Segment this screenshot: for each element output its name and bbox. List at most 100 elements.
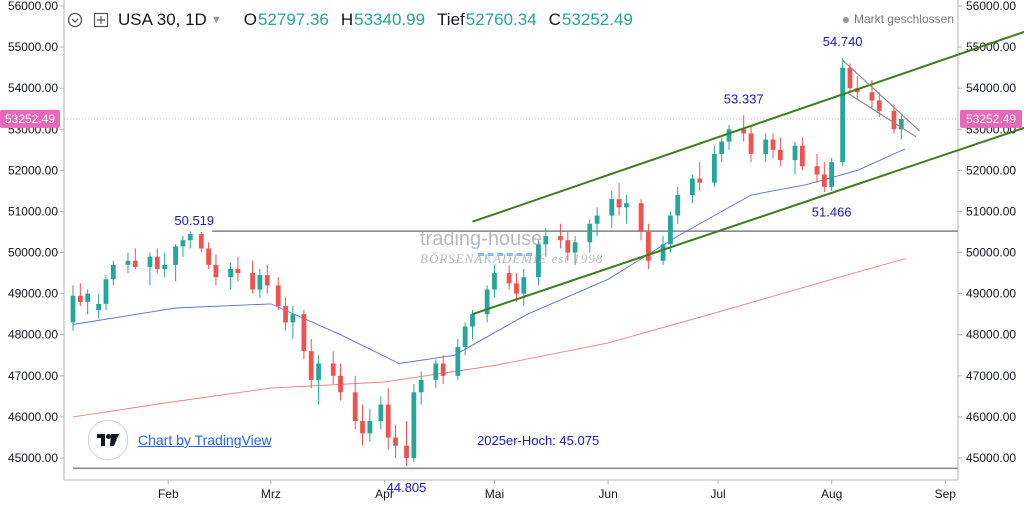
candle: [180, 236, 186, 257]
candle: [829, 158, 835, 191]
watermark-dash: [478, 253, 532, 256]
candle-body-down: [385, 404, 391, 438]
collapse-icon[interactable]: [66, 11, 84, 29]
candle: [338, 363, 343, 401]
candle: [711, 145, 717, 187]
y-tick-label-left: 51000.00: [8, 204, 58, 218]
candle: [536, 240, 541, 286]
candle: [777, 137, 783, 167]
candle-body-down: [330, 363, 336, 376]
tradingview-logo-icon[interactable]: [88, 420, 128, 460]
candle-body-down: [213, 264, 219, 278]
candle: [572, 236, 578, 265]
candle: [609, 190, 615, 228]
candle: [360, 404, 365, 446]
candle-body-down: [360, 421, 365, 434]
market-status: Markt geschlossen: [842, 12, 954, 26]
watermark: trading-house BÖRSENAKADEMIE est 1998: [420, 228, 603, 267]
x-tick-label: Feb: [158, 487, 179, 501]
y-tick-label-left: 56000.00: [8, 0, 58, 13]
x-tick-label: Sep: [935, 487, 957, 501]
channel-upper-line: [472, 30, 1024, 223]
candle-body-down: [565, 240, 571, 253]
add-symbol-icon[interactable]: [92, 11, 110, 29]
price-annotation: 53.337: [724, 91, 764, 106]
tradingview-attribution[interactable]: Chart by TradingView: [88, 420, 272, 460]
candle-body-down: [876, 100, 882, 111]
y-tick-label-left: 52000.00: [8, 163, 58, 177]
candle: [506, 264, 512, 290]
plot-area: [64, 0, 958, 480]
candle-body-up: [543, 236, 549, 245]
candle-body-up: [125, 260, 131, 265]
price-annotation: 54.740: [823, 34, 863, 49]
candle-body-up: [85, 293, 91, 302]
tradingview-link[interactable]: Chart by TradingView: [138, 432, 272, 448]
candle-body-down: [638, 203, 644, 232]
symbol-label[interactable]: USA 30, 1D: [118, 10, 207, 29]
candle: [411, 384, 417, 463]
candle-body-up: [840, 67, 846, 163]
y-tick-label-right: 55000.00: [966, 40, 1016, 54]
candle: [624, 195, 629, 224]
candle: [228, 262, 233, 290]
candle-body-up: [609, 199, 615, 216]
channel-lower-line: [472, 126, 1024, 316]
price-annotation: 2025er-Hoch: 45.075: [477, 433, 599, 448]
candle-body-up: [594, 215, 600, 224]
y-tick-label-right: 56000.00: [966, 0, 1016, 13]
candle: [378, 396, 384, 430]
candle-body-down: [338, 375, 343, 393]
candle: [147, 252, 153, 286]
low-label: Tief: [437, 10, 465, 29]
candle-body-up: [316, 363, 321, 380]
candle: [125, 252, 131, 274]
candle-body-up: [667, 215, 673, 245]
candle-body-up: [898, 118, 904, 130]
candle-body-down: [741, 129, 747, 134]
candle: [264, 264, 270, 294]
candle-body-down: [869, 92, 875, 101]
candle-body-up: [378, 404, 384, 422]
candle: [697, 162, 703, 191]
wedge-lower-line: [845, 91, 917, 138]
market-status-text: Markt geschlossen: [853, 12, 954, 26]
y-tick-label-right: 49000.00: [966, 287, 1016, 301]
candle-body-down: [558, 236, 563, 241]
candle-body-up: [587, 223, 593, 243]
candle-body-up: [411, 392, 417, 458]
candle-body-up: [660, 244, 666, 261]
x-tick-label: Mai: [485, 487, 504, 501]
candle: [404, 421, 409, 467]
y-tick-label-right: 45000.00: [966, 451, 1016, 465]
candle-body-down: [235, 268, 241, 274]
candle: [616, 182, 622, 216]
x-tick-label: Mrz: [261, 487, 281, 501]
status-dot-icon: [842, 16, 849, 23]
wedge-upper-line: [842, 59, 921, 132]
candle-body-down: [799, 145, 805, 167]
price-annotation: 44.805: [387, 480, 427, 495]
candle-body-down: [697, 178, 703, 183]
candle-body-up: [103, 279, 109, 304]
candle: [173, 244, 179, 282]
candle-body-up: [462, 326, 468, 348]
y-tick-label-left: 46000.00: [8, 410, 58, 424]
legend-header: USA 30, 1D ▼ O 52797.36 H 53340.99 Tief 527…: [66, 8, 641, 32]
candle-body-up: [187, 234, 193, 241]
candle: [250, 260, 255, 294]
chevron-down-icon[interactable]: ▼: [210, 14, 222, 26]
candle-body-up: [829, 162, 835, 187]
close-label: C: [548, 10, 561, 29]
candle: [594, 207, 600, 237]
candle-body-up: [70, 295, 76, 323]
high-label: H: [340, 10, 354, 29]
candle: [847, 63, 853, 93]
candle: [719, 137, 725, 163]
candle-body-up: [536, 244, 541, 278]
candle: [814, 153, 820, 183]
candle: [290, 305, 296, 339]
candle-body-down: [198, 234, 204, 249]
candle-body-down: [616, 199, 622, 208]
